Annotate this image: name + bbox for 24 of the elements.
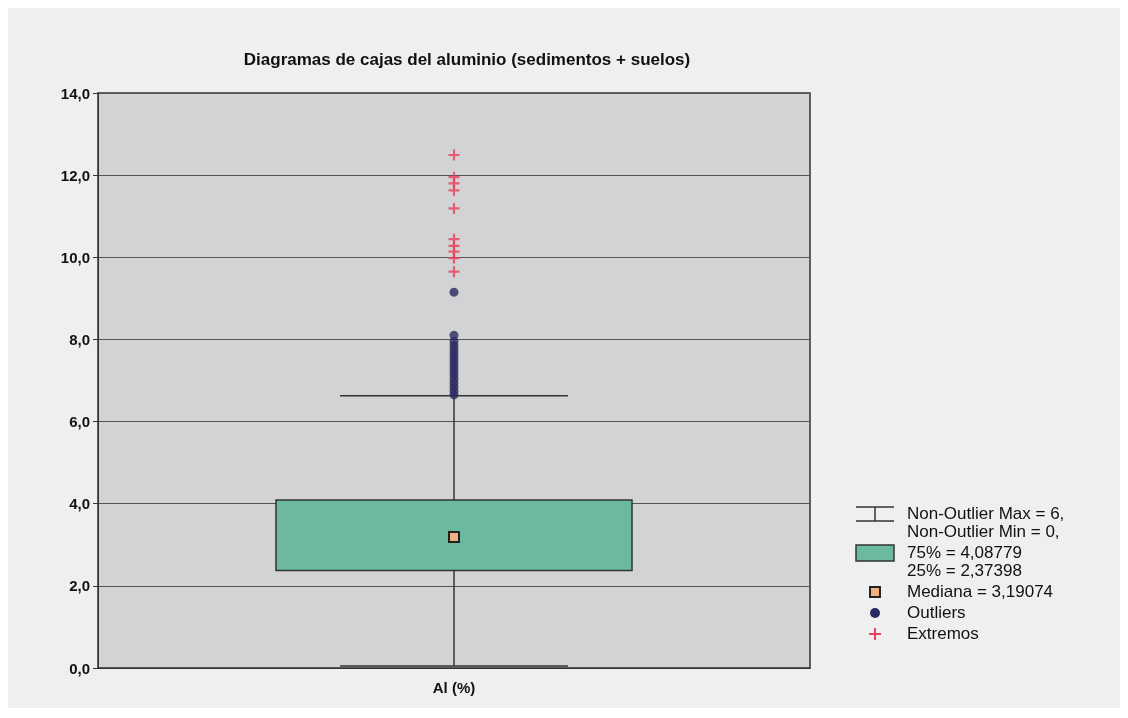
x-tick-label: Al (%) xyxy=(432,679,476,696)
text: 25% = 2,37398 xyxy=(907,561,1023,580)
point xyxy=(449,287,459,297)
y-tick-label: 4,0 xyxy=(69,495,90,513)
point xyxy=(449,330,459,340)
y-tick-label: 10,0 xyxy=(60,248,90,266)
y-tick-label: 2,0 xyxy=(69,577,90,595)
point xyxy=(448,266,460,278)
legend-label: Outliers xyxy=(907,603,967,622)
y-tick-label: 8,0 xyxy=(69,330,90,348)
point xyxy=(448,202,460,214)
point xyxy=(448,233,460,245)
point xyxy=(448,171,460,183)
y-tick-label: 14,0 xyxy=(60,84,90,102)
point xyxy=(448,149,460,161)
y-tick-label: 0,0 xyxy=(69,659,90,677)
y-tick-label: 6,0 xyxy=(69,413,90,431)
legend-label: Extremos xyxy=(907,624,980,643)
text: Non-Outlier Min = 0, xyxy=(907,522,1061,541)
y-tick-label: 12,0 xyxy=(60,166,90,184)
text: Non-Outlier Max = 6, xyxy=(907,504,1065,523)
text: 75% = 4,08779 xyxy=(907,543,1023,562)
text: Mediana = 3,19074 xyxy=(907,582,1055,601)
chart-title: Diagramas de cajas del aluminio (sedimentos + suelos) xyxy=(243,50,691,69)
